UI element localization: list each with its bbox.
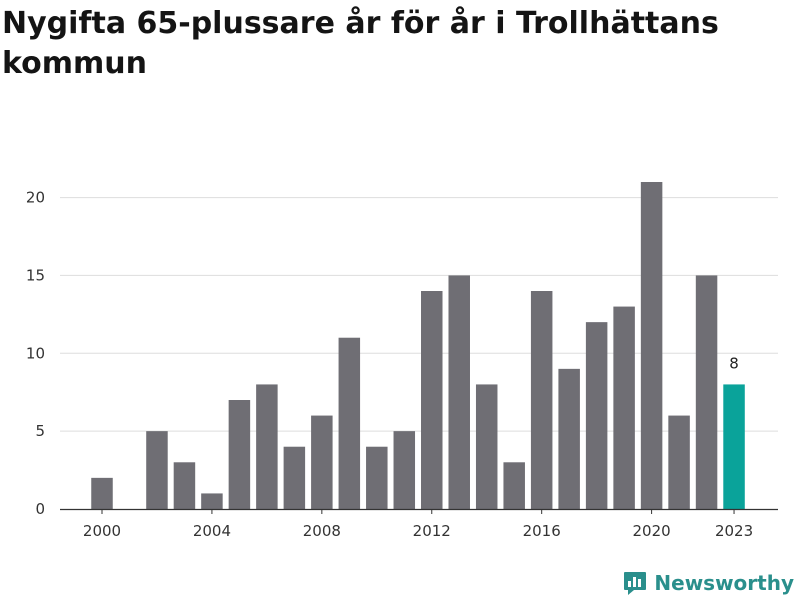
x-tick-label: 2016 [523, 522, 561, 540]
bar [613, 306, 635, 509]
bar [668, 415, 690, 509]
bar [283, 446, 306, 509]
x-tick-label: 2000 [83, 522, 121, 540]
bar [146, 431, 168, 509]
x-tick-label: 2012 [413, 522, 451, 540]
x-tick-label: 2008 [303, 522, 341, 540]
y-tick-label: 5 [35, 422, 45, 440]
bar-highlighted [723, 384, 745, 509]
bar [585, 322, 608, 509]
bars [91, 182, 745, 509]
bar [393, 431, 416, 509]
bar [173, 462, 196, 509]
bar [201, 493, 223, 509]
bar [695, 275, 718, 509]
gridlines [60, 197, 778, 432]
newsworthy-logo-icon [624, 572, 647, 595]
bar [338, 337, 361, 509]
brand-name: Newsworthy [654, 571, 794, 595]
data-label: 8 [729, 354, 739, 372]
bar [228, 400, 251, 509]
brand-logo: Newsworthy [622, 570, 794, 596]
y-tick-label: 10 [26, 344, 45, 362]
bar [503, 462, 525, 509]
data-labels: 8 [729, 354, 739, 372]
y-tick-label: 15 [26, 266, 45, 284]
bar [91, 477, 113, 509]
x-tick-label: 2023 [715, 522, 753, 540]
bar [530, 291, 553, 509]
bar [421, 291, 443, 509]
chart-title: Nygifta 65-plussare år för år i Trollhät… [2, 6, 719, 81]
y-tick-label: 20 [26, 189, 45, 207]
bar [366, 446, 388, 509]
bar [448, 275, 470, 509]
x-tick-label: 2020 [633, 522, 671, 540]
bar [640, 182, 663, 509]
bar [311, 415, 333, 509]
bar [256, 384, 278, 509]
y-axis-ticks: 0 5 10 15 20 [26, 189, 45, 518]
bar [475, 384, 498, 509]
x-axis-ticks: 2000 2004 2008 2012 2016 2020 2023 [83, 509, 753, 540]
bar [558, 368, 580, 509]
y-tick-label: 0 [35, 500, 45, 518]
x-tick-label: 2004 [193, 522, 231, 540]
